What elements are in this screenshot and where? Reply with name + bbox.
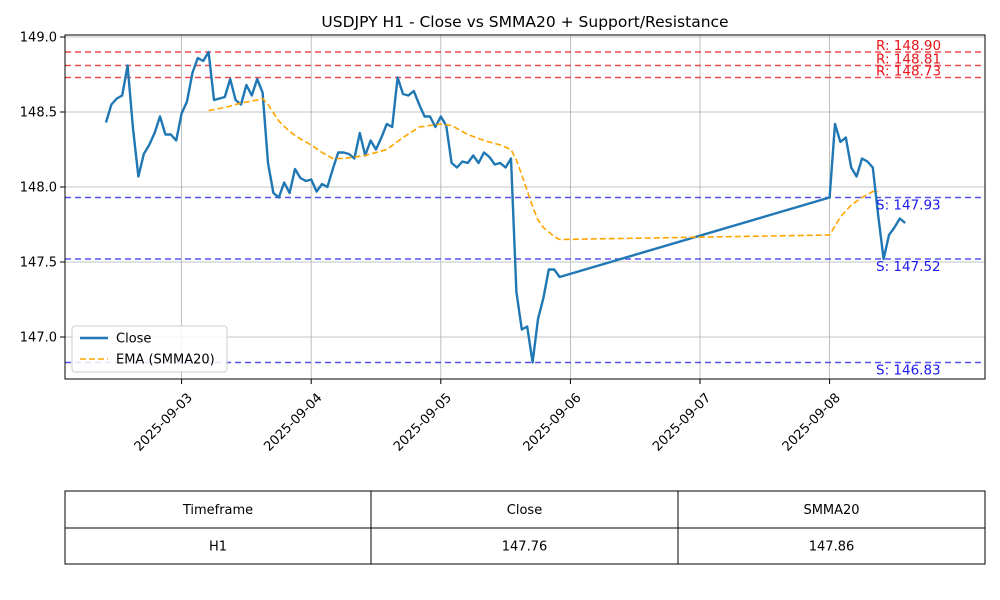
table-header-cell: Close bbox=[507, 503, 542, 518]
x-tick-label: 2025-09-07 bbox=[650, 391, 714, 455]
support-level-label: S: 146.83 bbox=[876, 363, 941, 379]
table-cell: H1 bbox=[209, 540, 227, 555]
y-tick-label: 147.0 bbox=[20, 331, 57, 346]
table-cell: 147.76 bbox=[502, 540, 548, 555]
series-layer bbox=[104, 50, 906, 364]
chart-title: USDJPY H1 - Close vs SMMA20 + Support/Re… bbox=[321, 13, 728, 31]
x-tick-label: 2025-09-03 bbox=[132, 391, 196, 455]
resistance-level-label: R: 148.90 bbox=[876, 38, 941, 54]
resistance-level-label: R: 148.73 bbox=[876, 64, 941, 80]
x-tick-label: 2025-09-06 bbox=[521, 391, 585, 455]
table-cell: 147.86 bbox=[809, 540, 855, 555]
table-header-cell: SMMA20 bbox=[803, 503, 859, 518]
table-header-cell: Timeframe bbox=[182, 503, 253, 518]
level-label-layer: R: 148.90R: 148.81R: 148.73 S: 147.93 S: 1… bbox=[876, 38, 941, 379]
close-series-line bbox=[104, 50, 906, 364]
x-tick-label: 2025-09-05 bbox=[391, 391, 455, 455]
plot-frame bbox=[64, 34, 986, 380]
y-tick-label: 148.5 bbox=[20, 106, 57, 121]
legend-label: Close bbox=[116, 332, 151, 347]
level-layer bbox=[65, 51, 985, 364]
data-table: Timeframe Close SMMA20 H1 147.76 147.86 bbox=[64, 490, 986, 565]
resistance-level-label: R: 148.81 bbox=[876, 52, 941, 68]
y-tick-label: 147.5 bbox=[20, 256, 57, 271]
axis-layer: 2025-09-03 2025-09-04 2025-09-05 2025-09-06… bbox=[20, 31, 844, 455]
x-tick-label: 2025-09-04 bbox=[261, 391, 325, 455]
legend-box bbox=[71, 325, 228, 373]
x-tick-label: 2025-09-08 bbox=[780, 391, 844, 455]
support-level-label: S: 147.52 bbox=[876, 259, 941, 275]
y-tick-label: 148.0 bbox=[20, 181, 57, 196]
smma20-series-line bbox=[208, 97, 879, 241]
y-tick-label: 149.0 bbox=[20, 31, 57, 46]
legend-label: EMA (SMMA20) bbox=[116, 353, 215, 368]
legend: Close EMA (SMMA20) bbox=[71, 325, 228, 373]
support-level-label: S: 147.93 bbox=[876, 198, 941, 214]
